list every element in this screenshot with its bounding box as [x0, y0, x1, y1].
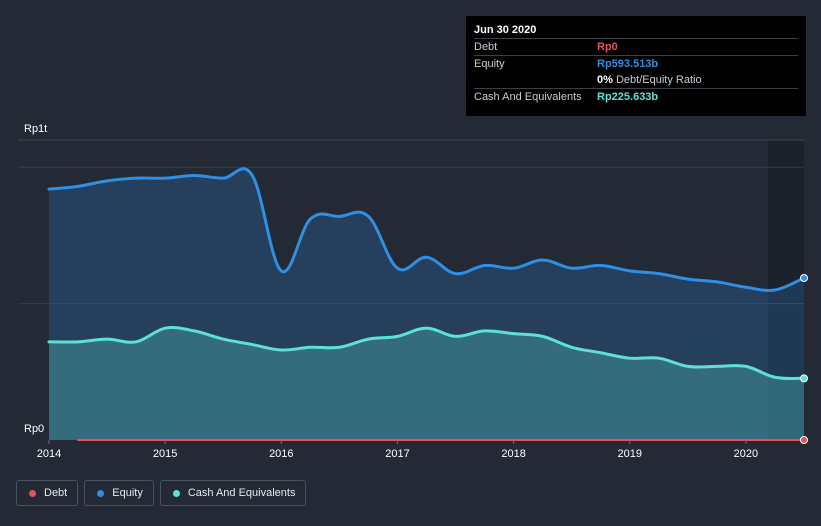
tooltip-row-debt: Debt Rp0	[474, 38, 798, 55]
legend-label: Debt	[44, 487, 68, 499]
equity-area	[49, 168, 804, 440]
grid	[18, 139, 804, 440]
x-tick-label: 2018	[501, 448, 525, 460]
y-tick-label: Rp1t	[24, 123, 47, 135]
cash-and-equivalents-end-marker	[800, 374, 808, 383]
x-tick-label: 2016	[269, 448, 293, 460]
tooltip-row-ratio: 0% Debt/Equity Ratio	[474, 72, 798, 88]
tooltip-value: Rp225.633b	[597, 91, 659, 103]
x-tick-label: 2015	[153, 448, 177, 460]
y-tick-labels: Rp0 Rp1t	[24, 123, 47, 435]
cash-and-equivalents-area	[49, 327, 804, 440]
equity-line	[47, 167, 806, 292]
debt-end-marker	[800, 436, 808, 444]
tooltip-ratio-value: 0%	[597, 74, 613, 86]
series-areas	[49, 168, 804, 440]
plot-background	[18, 140, 804, 440]
legend-dot-icon	[29, 489, 36, 497]
series-lines	[47, 167, 806, 442]
tooltip-ratio-label: Debt/Equity Ratio	[612, 74, 702, 86]
legend-item-cash[interactable]: Cash And Equivalents	[159, 480, 307, 506]
tooltip-label: Debt	[474, 41, 498, 53]
legend-dot-icon	[172, 489, 180, 497]
tooltip-ratio: 0% Debt/Equity Ratio	[597, 72, 702, 88]
equity-end-marker	[800, 274, 808, 282]
tooltip-row-cash: Cash And Equivalents Rp225.633b	[474, 88, 798, 105]
legend-item-equity[interactable]: Equity	[84, 480, 154, 506]
end-markers	[800, 274, 808, 444]
x-tick-label: 2014	[37, 448, 61, 460]
tooltip-value: Rp0	[597, 41, 618, 53]
legend-label: Equity	[112, 487, 143, 499]
tooltip-label: Cash And Equivalents	[474, 91, 582, 103]
x-tick-label: 2020	[734, 448, 758, 460]
x-tick-labels: 2014 2015 2016 2017 2018 2019 2020	[37, 440, 758, 460]
tooltip-label	[474, 72, 597, 88]
legend: Debt Equity Cash And Equivalents	[16, 480, 307, 506]
y-tick-label: Rp0	[24, 423, 44, 435]
tooltip-label: Equity	[474, 58, 505, 70]
tooltip-value: Rp593.513b	[597, 58, 659, 70]
legend-item-debt[interactable]: Debt	[16, 480, 79, 506]
tooltip-row-equity: Equity Rp593.513b	[474, 55, 798, 72]
tooltip-date: Jun 30 2020	[474, 24, 537, 36]
x-tick-label: 2017	[385, 448, 409, 460]
cash-and-equivalents-line	[47, 326, 806, 381]
x-tick-label: 2019	[618, 448, 642, 460]
legend-label: Cash And Equivalents	[187, 487, 296, 499]
legend-dot-icon	[97, 489, 105, 497]
tooltip-panel: Jun 30 2020 Debt Rp0 Equity Rp593.513b 0…	[466, 16, 806, 116]
